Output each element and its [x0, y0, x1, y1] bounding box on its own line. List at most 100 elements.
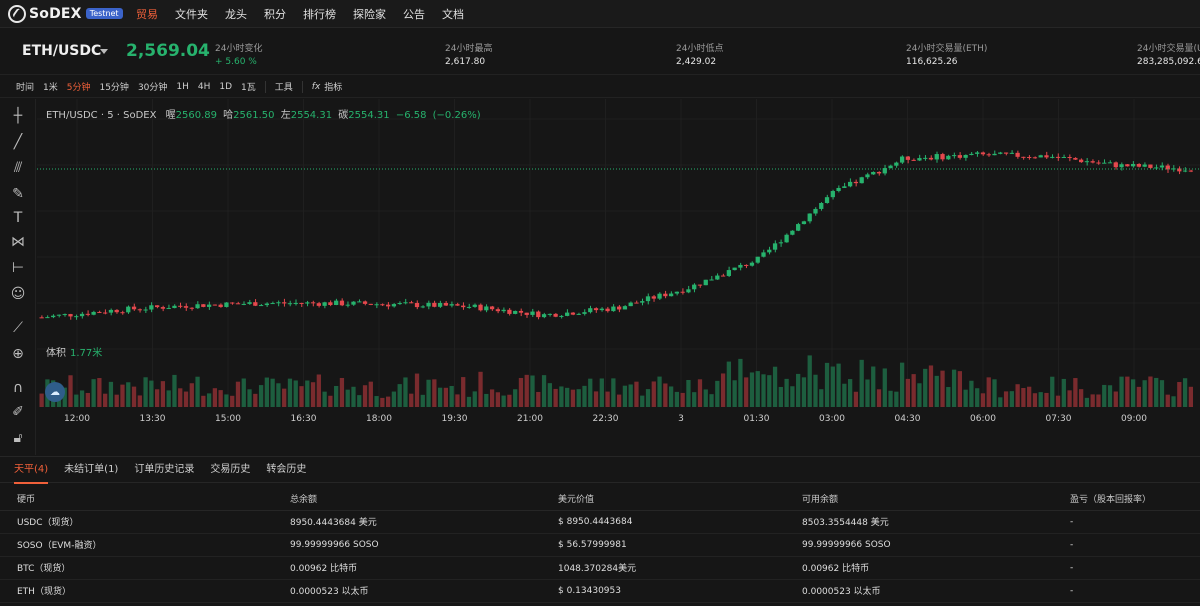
volume-bar [241, 378, 246, 407]
tab-open-orders[interactable]: 未结订单(1) [64, 463, 119, 475]
volume-bar [380, 397, 385, 407]
nav-item-docs[interactable]: 文档 [442, 7, 464, 21]
tools-button[interactable]: 工具 [274, 83, 293, 93]
interval-1d[interactable]: 1D [219, 81, 233, 92]
tab-trade-history[interactable]: 交易历史 [210, 463, 251, 475]
time-tick-label: 16:30 [290, 414, 317, 424]
tab-balances[interactable]: 天平(4) [14, 457, 49, 484]
time-tick-label: 09:00 [1121, 414, 1147, 424]
indicators-button[interactable]: 指标 [324, 83, 343, 93]
candle [1096, 162, 1101, 164]
interval-1h[interactable]: 1H [176, 81, 189, 92]
candle [472, 304, 477, 307]
nav-item-faucet[interactable]: 龙头 [225, 7, 247, 21]
text-icon[interactable]: T [13, 210, 23, 226]
candle [975, 152, 980, 154]
measure-icon[interactable]: ⊢ [11, 260, 25, 276]
candle [778, 242, 783, 244]
pattern-icon[interactable]: ⋈ [11, 234, 25, 250]
stat-24h-volume-usd: 24小时交易量(US 283,285,092.69 [1137, 41, 1200, 67]
fib-icon[interactable]: ⫻ [13, 160, 23, 176]
volume-bar [611, 378, 616, 407]
legend-high: 2561.50 [233, 110, 275, 121]
chevron-down-icon[interactable] [100, 49, 108, 54]
candle [62, 314, 67, 316]
candle [905, 156, 911, 160]
volume-bar [276, 383, 281, 407]
nav-item-announcements[interactable]: 公告 [403, 7, 425, 21]
lock-icon[interactable]: 🔓︎ [13, 430, 23, 446]
candle [668, 293, 674, 297]
candle [103, 312, 108, 314]
interval-5m[interactable]: 5分钟 [66, 83, 91, 93]
crosshair-icon[interactable]: ┼ [13, 108, 23, 124]
candle [461, 305, 466, 308]
candle [345, 304, 350, 306]
candle [74, 316, 79, 318]
nav-item-points[interactable]: 积分 [264, 7, 286, 21]
candle [732, 267, 737, 271]
magnet-icon[interactable]: ∩ [12, 380, 24, 396]
candlestick-chart[interactable] [37, 99, 1200, 455]
legend-low: 2554.31 [290, 110, 333, 121]
price-chart[interactable] [37, 99, 1200, 455]
volume-bar [247, 389, 252, 407]
candle [720, 275, 726, 277]
nav-item-leaderboard[interactable]: 排行榜 [303, 7, 336, 21]
volume-bar [940, 370, 945, 407]
volume-bar [923, 368, 928, 407]
brush-icon[interactable]: ✎ [12, 186, 24, 202]
candle [796, 224, 801, 231]
candle [149, 305, 154, 310]
legend-title: ETH/USDC · 5 · SoDEX [46, 110, 157, 121]
volume-bar [478, 371, 483, 407]
emoji-icon[interactable]: ☺ [10, 286, 26, 302]
zoom-in-icon[interactable]: ⊕ [12, 346, 24, 362]
volume-bar [461, 377, 466, 407]
volume-bar [836, 363, 841, 407]
candle [1102, 162, 1107, 164]
candle [114, 309, 119, 313]
candle [1044, 155, 1049, 158]
time-tick-label: 03:00 [819, 414, 845, 424]
volume-bar [536, 391, 541, 407]
volume-bar [1136, 386, 1142, 407]
candle [738, 264, 743, 268]
volume-bar [738, 358, 743, 407]
interval-30m[interactable]: 30分钟 [137, 83, 168, 93]
nav-item-trade[interactable]: 贸易 [136, 7, 158, 21]
cell-total: 0.0000523 以太币 [290, 579, 558, 603]
volume-bar [680, 392, 685, 407]
cloud-icon[interactable]: ☁ [45, 382, 65, 402]
nav-item-explorer[interactable]: 探险家 [353, 7, 386, 21]
ruler-icon[interactable]: ⟋ [13, 320, 23, 336]
nav-item-portfolio[interactable]: 文件夹 [175, 7, 208, 21]
trendline-icon[interactable]: ╱ [13, 134, 23, 150]
volume-bar [640, 395, 645, 407]
candle [1113, 162, 1118, 168]
volume-bar [628, 384, 633, 407]
logo[interactable]: SoDEX Testnet [8, 4, 136, 23]
cell-usd-value: $ 8950.4443684 [558, 510, 802, 534]
candle [692, 284, 697, 290]
tab-order-history[interactable]: 订单历史记录 [134, 463, 195, 475]
volume-bar [97, 378, 102, 407]
interval-1m[interactable]: 1米 [43, 83, 58, 93]
interval-15m[interactable]: 15分钟 [99, 83, 129, 93]
volume-bar [784, 378, 789, 407]
pair-selector[interactable]: ETH/USDC [22, 43, 102, 59]
interval-4h[interactable]: 4H [197, 81, 211, 92]
volume-bar [1148, 376, 1153, 407]
tab-transfer-history[interactable]: 转会历史 [266, 463, 307, 475]
candle [946, 155, 951, 160]
candle [282, 302, 287, 304]
lock-drawing-icon[interactable]: ✐ [12, 404, 24, 420]
volume-bar [1130, 379, 1136, 407]
testnet-badge: Testnet [85, 8, 123, 19]
interval-1w[interactable]: 1瓦 [241, 83, 256, 93]
col-coin: 硬币 [0, 488, 290, 511]
fx-icon[interactable]: fx [311, 81, 321, 92]
volume-bar [357, 395, 362, 407]
candle [495, 309, 500, 312]
candle [1038, 155, 1043, 158]
